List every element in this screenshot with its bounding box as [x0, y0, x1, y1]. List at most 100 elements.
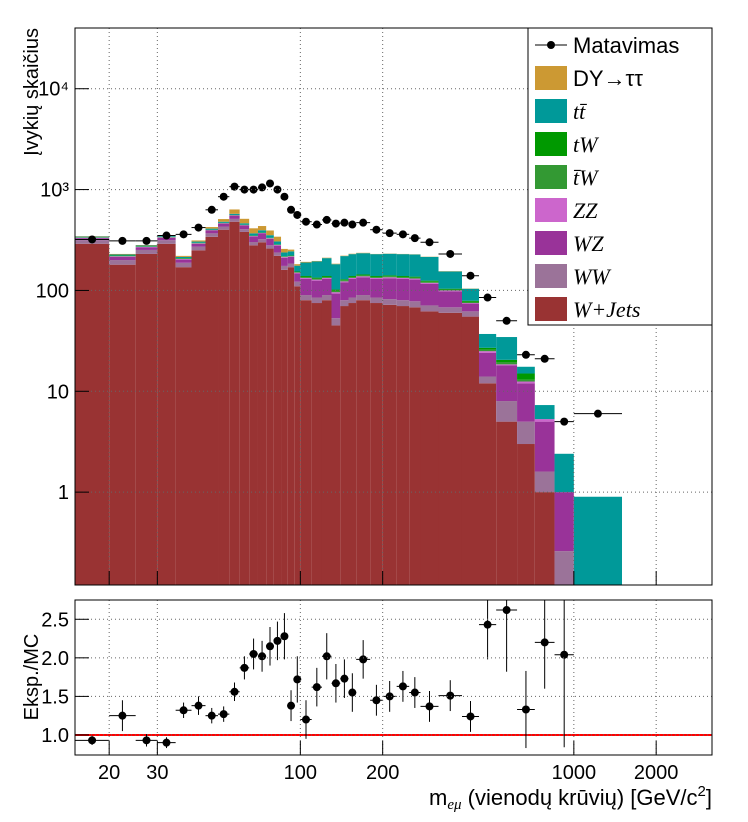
- data-point: [266, 179, 275, 188]
- stack-segment: [249, 245, 258, 585]
- data-point: [385, 229, 394, 238]
- ratio-point: [230, 687, 239, 696]
- ratio-point: [560, 650, 569, 659]
- ratio-point: [348, 688, 357, 697]
- ratio-point: [340, 674, 349, 683]
- stack-segment: [300, 300, 312, 585]
- x-title-main: m: [429, 785, 447, 810]
- stack-segment: [205, 228, 219, 230]
- stack-segment: [496, 401, 518, 422]
- legend-swatch: [535, 165, 567, 189]
- stack-segment: [249, 236, 258, 243]
- stack-segment: [266, 230, 274, 236]
- ratio-point: [240, 663, 249, 672]
- stack-segment: [396, 306, 410, 585]
- ratio-point: [266, 642, 275, 651]
- stack-segment: [382, 253, 397, 276]
- stack-segment: [420, 282, 439, 284]
- stack-segment: [356, 295, 371, 301]
- stack-segment: [311, 303, 322, 585]
- data-point: [162, 231, 171, 240]
- stack-segment: [294, 271, 301, 273]
- stack-segment: [348, 278, 357, 298]
- stack-segment: [300, 277, 312, 279]
- x-tick-label: 100: [284, 762, 317, 784]
- stack-segment: [300, 278, 312, 296]
- stack-segment: [370, 297, 383, 304]
- y-tick-label: 2.0: [41, 648, 69, 670]
- stack-segment: [331, 293, 341, 319]
- stack-segment: [478, 347, 497, 350]
- stack-segment: [239, 223, 250, 225]
- stack-segment: [370, 276, 383, 277]
- stack-segment: [249, 228, 258, 234]
- data-point: [240, 185, 249, 194]
- stack-segment: [109, 256, 136, 257]
- y-tick-label: 2.5: [41, 609, 69, 631]
- stack-segment: [340, 306, 349, 585]
- stack-segment: [517, 383, 535, 422]
- stack-segment: [382, 278, 397, 300]
- stack-segment: [311, 277, 322, 279]
- stack-segment: [496, 359, 518, 363]
- stack-segment: [478, 383, 497, 585]
- stack-segment: [340, 282, 349, 301]
- stack-segment: [287, 263, 295, 268]
- stack-segment: [294, 273, 301, 282]
- stack-segment: [554, 492, 574, 552]
- data-point: [207, 205, 216, 214]
- data-point: [194, 223, 203, 232]
- stack-segment: [321, 295, 332, 301]
- stack-segment: [396, 278, 410, 301]
- stack-segment: [300, 295, 312, 301]
- stack-segment: [409, 276, 421, 278]
- stack-segment: [409, 254, 421, 277]
- stack-segment: [461, 301, 479, 304]
- stack-segment: [294, 265, 301, 272]
- y-tick-label: 1: [58, 482, 69, 504]
- stack-segment: [461, 288, 479, 301]
- data-point: [280, 192, 289, 201]
- stack-segment: [311, 279, 322, 281]
- data-point: [398, 230, 407, 239]
- stack-segment: [205, 227, 219, 229]
- stack-segment: [348, 276, 357, 277]
- ratio-point: [88, 736, 97, 745]
- stack-segment: [311, 280, 322, 298]
- stack-segment: [517, 381, 535, 384]
- legend-swatch: [535, 231, 567, 255]
- x-tick-label: 1000: [552, 762, 597, 784]
- legend-label: WZ: [573, 231, 604, 256]
- stack-segment: [294, 286, 301, 585]
- stack-segment: [356, 277, 371, 296]
- y-tick-label: 1.0: [41, 725, 69, 747]
- stack-segment: [461, 316, 479, 585]
- stack-segment: [191, 241, 206, 243]
- stack-segment: [229, 213, 240, 215]
- stack-segment: [311, 297, 322, 304]
- data-point: [293, 210, 302, 219]
- stack-segment: [438, 289, 462, 291]
- stack-segment: [191, 240, 206, 242]
- ratio-point: [385, 692, 394, 701]
- stack-segment: [409, 301, 421, 308]
- stack-segment: [461, 311, 479, 317]
- data-point: [521, 350, 530, 359]
- data-point: [359, 218, 368, 227]
- stack-segment: [229, 215, 240, 219]
- data-point: [560, 417, 569, 426]
- stack-segment: [438, 290, 462, 292]
- stack-segment: [356, 253, 371, 275]
- stack-segment: [370, 276, 383, 278]
- ratio-point: [502, 606, 511, 615]
- legend-swatch: [535, 132, 567, 156]
- legend-swatch: [535, 198, 567, 222]
- stack-segment: [534, 421, 555, 472]
- stack-segment: [478, 351, 497, 353]
- stack-segment: [273, 255, 282, 585]
- stack-segment: [420, 281, 439, 283]
- stack-segment: [356, 276, 371, 278]
- ratio-point: [219, 710, 228, 719]
- data-point: [142, 236, 151, 245]
